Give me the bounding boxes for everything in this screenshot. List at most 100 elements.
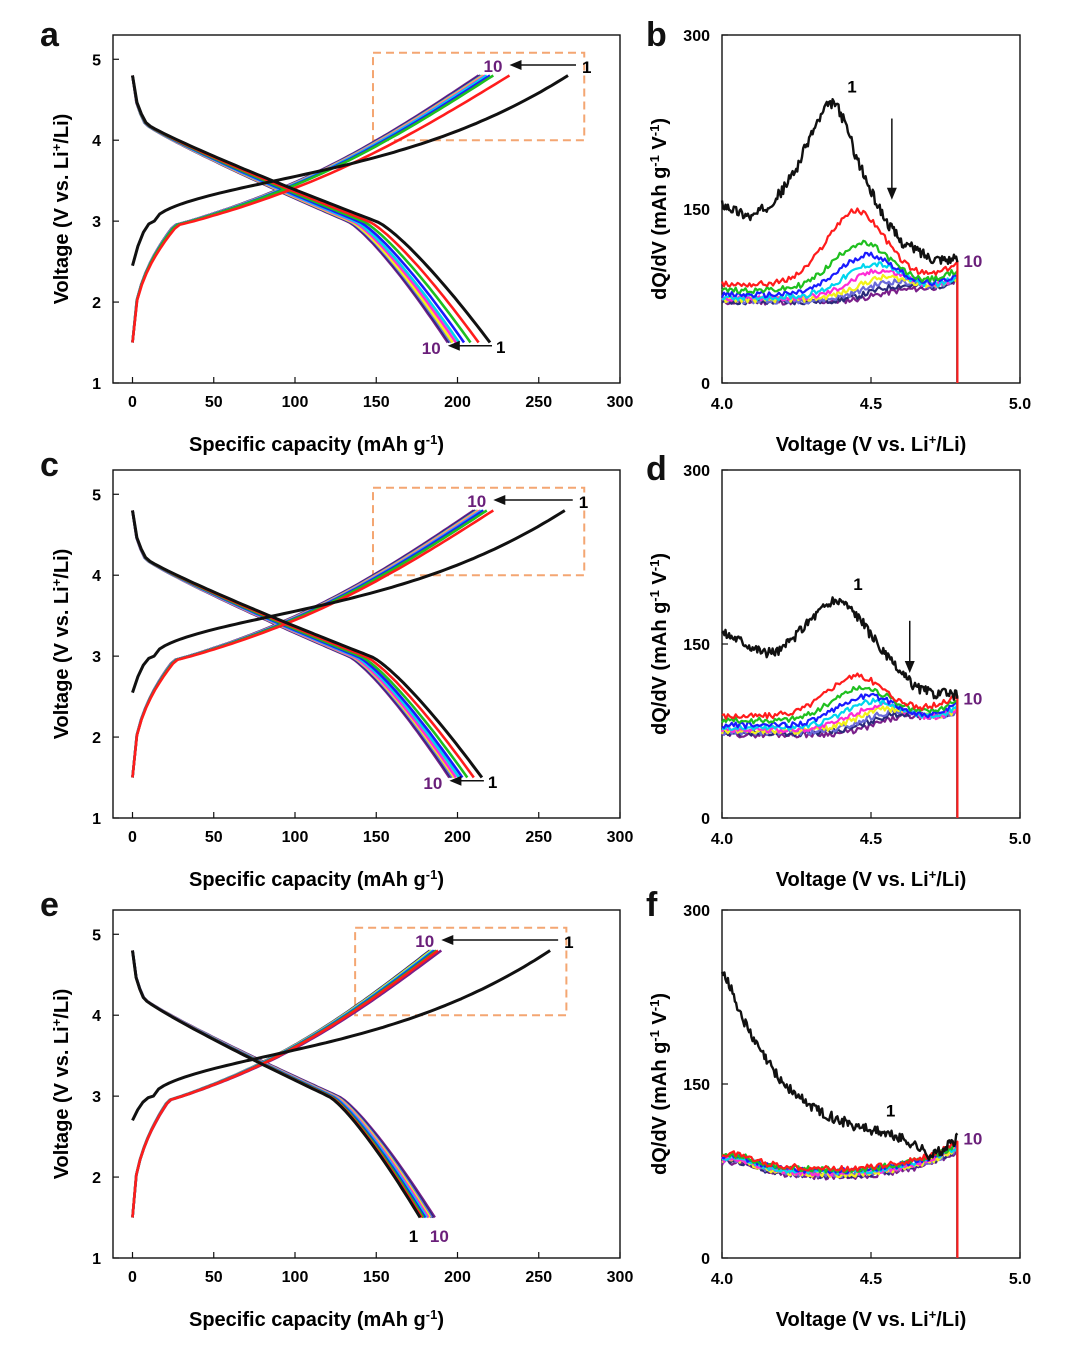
charge-curve-cycle-1 [131,509,566,694]
x-tick-label: 4.5 [860,1271,882,1288]
discharge-label-cycle-1: 1 [409,1227,418,1246]
x-tick-label: 0 [128,1269,137,1286]
dqdv-curve-cycle-3 [721,239,959,383]
x-tick-label: 50 [205,1269,223,1286]
x-axis-label: Specific capacity (mAh g-1) [189,867,444,892]
x-tick-label: 5.0 [1009,1271,1031,1288]
discharge-arrow-head [447,340,460,351]
discharge-label-cycle-1: 1 [496,338,505,357]
x-tick-label: 5.0 [1009,831,1031,848]
x-tick-label: 300 [607,394,634,411]
x-tick-label: 50 [205,829,223,846]
charge-label-cycle-1: 1 [564,933,573,952]
panel-c-frame [112,469,621,819]
charge-label-cycle-1: 1 [579,493,588,512]
x-tick-label: 150 [363,829,390,846]
panel-label-e: e [40,886,59,924]
dqdv-label-cycle-1: 1 [886,1101,895,1120]
charge-curve-cycle-3 [131,949,438,1218]
dqdv-curve-cycle-2 [721,1140,959,1258]
discharge-label-cycle-10: 10 [430,1227,449,1246]
dqdv-curve-cycle-1 [720,971,959,1161]
x-tick-label: 5.0 [1009,396,1031,413]
cycle-arrow-head [441,934,454,945]
y-tick-label: 5 [92,487,101,504]
x-tick-label: 0 [128,829,137,846]
discharge-curve-cycle-10 [131,75,449,344]
y-axis-label: dQ/dV (mAh g-1 V-1) [647,993,672,1175]
y-tick-label: 300 [683,463,710,480]
dqdv-curve-cycle-6 [721,701,959,818]
y-tick-label: 4 [92,133,101,150]
y-tick-label: 150 [683,202,710,219]
charge-label-cycle-10: 10 [484,57,503,76]
x-tick-label: 4.0 [711,1271,733,1288]
y-tick-label: 1 [92,1251,101,1268]
y-tick-label: 1 [92,811,101,828]
x-axis-label: Voltage (V vs. Li+/Li) [776,1307,967,1332]
x-tick-label: 50 [205,394,223,411]
discharge-curve-cycle-4 [131,75,466,344]
y-axis-label: Voltage (V vs. Li+/Li) [49,549,74,740]
y-axis-label: dQ/dV (mAh g-1 V-1) [647,118,672,300]
charge-curve-cycle-1 [131,74,569,267]
charge-curve-cycle-1 [131,949,551,1122]
x-tick-label: 100 [282,829,309,846]
y-tick-label: 150 [683,637,710,654]
discharge-curve-cycle-8 [131,510,454,779]
x-tick-label: 200 [444,829,471,846]
discharge-label-cycle-1: 1 [488,773,497,792]
trend-arrow-head [886,187,897,200]
discharge-curve-cycle-9 [131,510,453,779]
dqdv-curve-cycle-1 [720,97,959,265]
y-axis-label: dQ/dV (mAh g-1 V-1) [647,553,672,735]
y-tick-label: 5 [92,927,101,944]
dqdv-label-cycle-10: 10 [963,1129,982,1148]
panel-label-c: c [40,446,59,484]
dqdv-curve-cycle-2 [721,672,959,818]
panel-f-frame [721,909,1021,1259]
discharge-curve-cycle-7 [131,510,456,779]
x-tick-label: 4.0 [711,831,733,848]
panel-label-b: b [646,16,667,54]
discharge-curve-cycle-1 [131,510,484,779]
charge-curve-cycle-2 [131,509,494,778]
y-tick-label: 4 [92,1008,101,1025]
x-axis-label: Specific capacity (mAh g-1) [189,1307,444,1332]
dqdv-label-cycle-1: 1 [847,77,856,96]
discharge-label-cycle-10: 10 [422,339,441,358]
x-tick-label: 200 [444,394,471,411]
dqdv-curve-cycle-5 [721,697,959,818]
y-tick-label: 2 [92,295,101,312]
x-tick-label: 300 [607,829,634,846]
discharge-curve-cycle-1 [131,75,492,344]
y-tick-label: 2 [92,730,101,747]
panel-a-frame [112,34,621,384]
dqdv-curve-cycle-2 [720,207,959,383]
panel-e-group: 0 50 100 150 200 250 300 1 2 3 4 5 Specific capacity… [49,909,633,1332]
panel-d-group: 4.0 4.5 5.0 0 150 300 Voltage (V vs. Li+/Li) dQ… [647,463,1032,891]
y-tick-label: 0 [701,1251,710,1268]
discharge-curve-cycle-10 [131,510,451,779]
y-axis-label: Voltage (V vs. Li+/Li) [49,114,74,305]
cycle-arrow-head [509,59,522,70]
cycle-arrow-head [493,494,506,505]
discharge-curve-cycle-7 [131,75,454,344]
y-tick-label: 3 [92,1089,101,1106]
x-tick-label: 4.5 [860,396,882,413]
x-tick-label: 250 [525,1269,552,1286]
discharge-curve-cycle-6 [131,75,457,344]
x-tick-label: 150 [363,1269,390,1286]
discharge-curve-cycle-6 [131,510,457,779]
x-axis-label: Voltage (V vs. Li+/Li) [776,432,967,457]
y-tick-label: 2 [92,1170,101,1187]
discharge-arrow-head [449,775,462,786]
charge-curve-cycle-6 [131,74,486,343]
y-tick-label: 3 [92,649,101,666]
trend-arrow-head [904,661,915,673]
panel-e-frame [112,909,621,1259]
y-tick-label: 4 [92,568,101,585]
charge-label-cycle-10: 10 [415,932,434,951]
x-tick-label: 4.0 [711,396,733,413]
